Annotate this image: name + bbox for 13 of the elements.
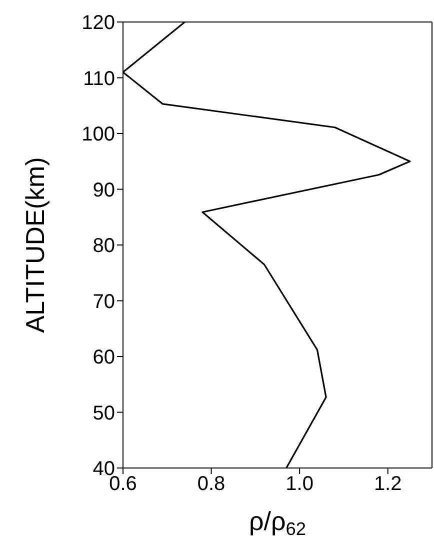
y-tick-label: 70 (92, 290, 115, 313)
x-tick-label: 0.8 (197, 473, 226, 496)
y-tick-label: 120 (82, 12, 115, 34)
y-tick-label: 80 (92, 235, 115, 258)
y-axis-title: ALTITUDE(km) (20, 157, 50, 333)
x-tick-label: 1.0 (286, 473, 314, 496)
y-tick-label: 60 (92, 346, 115, 369)
y-tick-label: 50 (92, 402, 115, 424)
x-tick-label: 1.2 (374, 473, 402, 496)
x-axis-title: ρ/ρ$_{62}$ (248, 506, 306, 540)
y-tick-label: 110 (83, 68, 115, 90)
y-tick-label: 100 (82, 124, 115, 146)
y-tick-label: 90 (92, 179, 115, 202)
